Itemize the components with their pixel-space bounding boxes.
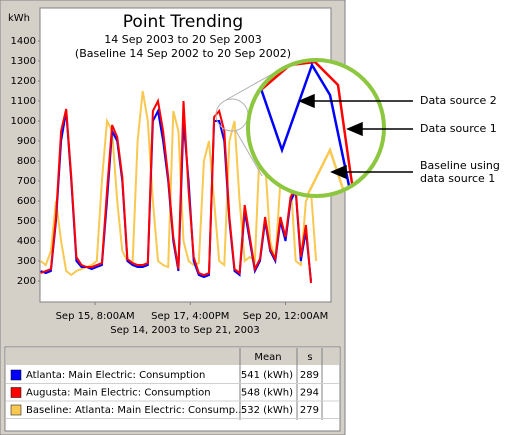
x-tick-label: Sep 15, 8:00AM <box>56 311 135 322</box>
stats-header-label: Mean <box>254 352 281 363</box>
annotation: Data source 1 <box>420 122 497 135</box>
x-tick-label: Sep 20, 12:00AM <box>243 311 328 322</box>
annotation: Data source 2 <box>420 94 497 107</box>
y-tick-label: 500 <box>17 216 36 227</box>
plot <box>40 90 318 284</box>
stat-mean: 548 (kWh) <box>241 388 293 399</box>
y-tick-label: 1200 <box>11 76 36 87</box>
stats-header-label: s <box>307 352 312 363</box>
y-tick-label: 1300 <box>11 56 36 67</box>
chart-title: Point Trending <box>123 12 243 32</box>
y-tick-label: 1000 <box>11 116 36 127</box>
legend-label: Baseline: Atlanta: Main Electric: Consum… <box>26 405 245 416</box>
y-tick-label: 600 <box>17 196 36 207</box>
series-line <box>40 97 312 284</box>
stat-mean: 541 (kWh) <box>241 370 293 381</box>
zoomed-lines <box>254 60 358 196</box>
chart-subtitle: (Baseline 14 Sep 2002 to 20 Sep 2002) <box>75 47 291 60</box>
y-tick-label: 400 <box>17 236 36 247</box>
y-tick-label: 300 <box>17 256 36 267</box>
legend-swatch <box>10 369 22 381</box>
stats-header <box>6 348 339 365</box>
legend-label: Augusta: Main Electric: Consumption <box>26 388 211 399</box>
stat-s: 279 <box>300 405 319 416</box>
stat-s: 294 <box>300 388 319 399</box>
legend-swatch <box>10 387 22 398</box>
x-axis-label: Sep 14, 2003 to Sep 21, 2003 <box>110 325 260 336</box>
magnifier-rim <box>246 58 386 198</box>
y-tick-label: 1400 <box>11 36 36 47</box>
callout-arrows <box>298 93 413 180</box>
y-tick-label: 800 <box>17 156 36 167</box>
y-tick-label: 200 <box>17 276 36 287</box>
legend-label: Atlanta: Main Electric: Consumption <box>26 370 205 381</box>
legend-swatch <box>10 404 22 416</box>
chart-subtitle: 14 Sep 2003 to 20 Sep 2003 <box>104 33 261 46</box>
x-tick-label: Sep 17, 4:00PM <box>151 311 229 322</box>
stat-mean: 532 (kWh) <box>241 405 293 416</box>
y-axis-label: kWh <box>8 13 30 24</box>
stat-s: 289 <box>300 370 319 381</box>
annotation: Baseline using data source 1 <box>420 159 500 185</box>
y-tick-label: 1100 <box>11 96 36 107</box>
y-tick-label: 700 <box>17 176 36 187</box>
y-tick-label: 900 <box>17 136 36 147</box>
